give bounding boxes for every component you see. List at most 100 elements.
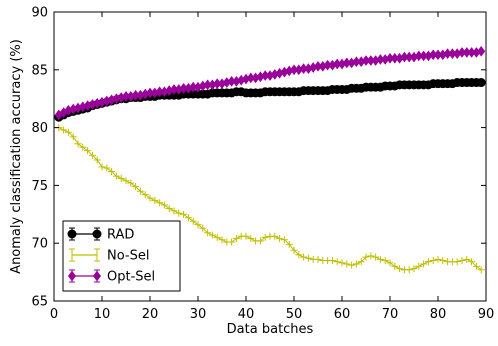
data-point-no-sel xyxy=(151,196,159,204)
data-point-no-sel xyxy=(424,258,432,266)
data-point-no-sel xyxy=(98,163,106,171)
y-axis-title: Anomaly classification accuracy (%) xyxy=(9,39,24,274)
data-point-no-sel xyxy=(343,260,351,268)
series-no-sel xyxy=(55,124,485,274)
data-point-no-sel xyxy=(156,199,164,207)
data-point-no-sel xyxy=(396,265,404,273)
data-point-no-sel xyxy=(208,231,216,239)
y-tick-label: 75 xyxy=(31,179,48,194)
data-point-no-sel xyxy=(376,255,384,263)
series-layer xyxy=(54,45,486,274)
data-point-no-sel xyxy=(64,128,72,136)
data-point-no-sel xyxy=(180,210,188,218)
legend-marker-rad xyxy=(92,229,102,239)
legend-marker-rad xyxy=(67,229,77,239)
y-tick-label: 65 xyxy=(31,295,48,310)
data-point-no-sel xyxy=(60,126,68,134)
data-point-no-sel xyxy=(463,255,471,263)
data-point-no-sel xyxy=(256,237,264,245)
data-point-no-sel xyxy=(381,257,389,265)
tick-layer: 0 10 20 30 40 50 60 70 80 90 65 70 75 80 85 90 xyxy=(31,6,494,323)
data-point-no-sel xyxy=(357,258,365,266)
data-point-no-sel xyxy=(218,236,226,244)
data-point-no-sel xyxy=(84,147,92,155)
data-point-no-sel xyxy=(194,221,202,229)
data-point-no-sel xyxy=(170,207,178,215)
data-point-no-sel xyxy=(204,229,212,237)
data-point-no-sel xyxy=(405,266,413,274)
y-tick-label: 90 xyxy=(31,6,48,21)
data-point-no-sel xyxy=(468,258,476,266)
data-point-no-sel xyxy=(189,217,197,225)
legend-label-opt-sel: Opt-Sel xyxy=(107,270,155,285)
y-tick-label: 85 xyxy=(31,63,48,78)
legend-symbol-rad xyxy=(67,227,102,241)
data-point-no-sel xyxy=(362,253,370,261)
data-point-no-sel xyxy=(367,252,375,260)
data-point-no-sel xyxy=(108,168,116,176)
x-tick-label: 70 xyxy=(382,307,399,322)
y-tick-label: 80 xyxy=(31,121,48,136)
data-point-no-sel xyxy=(295,251,303,259)
legend-symbol-opt-sel xyxy=(68,269,101,283)
data-point-no-sel xyxy=(74,140,82,148)
data-point-no-sel xyxy=(112,172,120,180)
data-point-no-sel xyxy=(333,258,341,266)
data-point-no-sel xyxy=(228,238,236,246)
legend-label-no-sel: No-Sel xyxy=(107,249,149,264)
data-point-no-sel xyxy=(458,257,466,265)
data-point-no-sel xyxy=(79,143,87,151)
x-tick-label: 40 xyxy=(238,307,255,322)
data-point-no-sel xyxy=(88,151,96,159)
data-point-no-sel xyxy=(472,262,480,270)
data-point-no-sel xyxy=(434,255,442,263)
data-point-no-sel xyxy=(242,232,250,240)
data-point-no-sel xyxy=(103,164,111,172)
data-point-no-sel xyxy=(386,259,394,267)
data-point-opt-sel xyxy=(477,45,486,57)
x-tick-label: 0 xyxy=(50,307,58,322)
x-tick-label: 50 xyxy=(286,307,303,322)
x-tick-label: 80 xyxy=(430,307,447,322)
data-point-no-sel xyxy=(247,235,255,243)
data-point-no-sel xyxy=(372,253,380,261)
data-point-no-sel xyxy=(338,259,346,267)
legend-symbols xyxy=(67,227,102,283)
data-point-no-sel xyxy=(285,240,293,248)
plot-frame xyxy=(53,11,487,302)
data-point-no-sel xyxy=(271,232,279,240)
data-point-no-sel xyxy=(410,265,418,273)
legend-symbol-no-sel xyxy=(69,248,100,262)
data-point-no-sel xyxy=(69,133,77,141)
data-point-no-sel xyxy=(93,156,101,164)
data-point-no-sel xyxy=(420,260,428,268)
data-point-rad xyxy=(476,78,486,88)
data-point-no-sel xyxy=(136,187,144,195)
legend-marker-opt-sel xyxy=(68,270,76,282)
x-tick-label: 30 xyxy=(190,307,207,322)
data-point-no-sel xyxy=(276,235,284,243)
data-point-no-sel xyxy=(175,209,183,217)
x-axis-title: Data batches xyxy=(227,322,314,337)
legend-box xyxy=(62,220,181,292)
data-point-no-sel xyxy=(453,258,461,266)
data-point-no-sel xyxy=(280,236,288,244)
y-tick-label: 70 xyxy=(31,237,48,252)
data-point-no-sel xyxy=(122,177,130,185)
data-point-no-sel xyxy=(165,205,173,213)
data-point-no-sel xyxy=(429,257,437,265)
data-point-no-sel xyxy=(141,191,149,199)
legend: RAD No-Sel Opt-Sel xyxy=(62,220,181,292)
data-point-no-sel xyxy=(290,246,298,254)
series-opt-sel xyxy=(54,45,486,121)
data-point-no-sel xyxy=(304,254,312,262)
legend-marker-opt-sel xyxy=(93,270,101,282)
data-point-no-sel xyxy=(160,201,168,209)
data-point-no-sel xyxy=(146,194,154,202)
x-tick-label: 90 xyxy=(478,307,495,322)
data-point-no-sel xyxy=(232,235,240,243)
data-point-no-sel xyxy=(328,257,336,265)
legend-label-rad: RAD xyxy=(107,228,134,243)
data-point-no-sel xyxy=(184,214,192,222)
